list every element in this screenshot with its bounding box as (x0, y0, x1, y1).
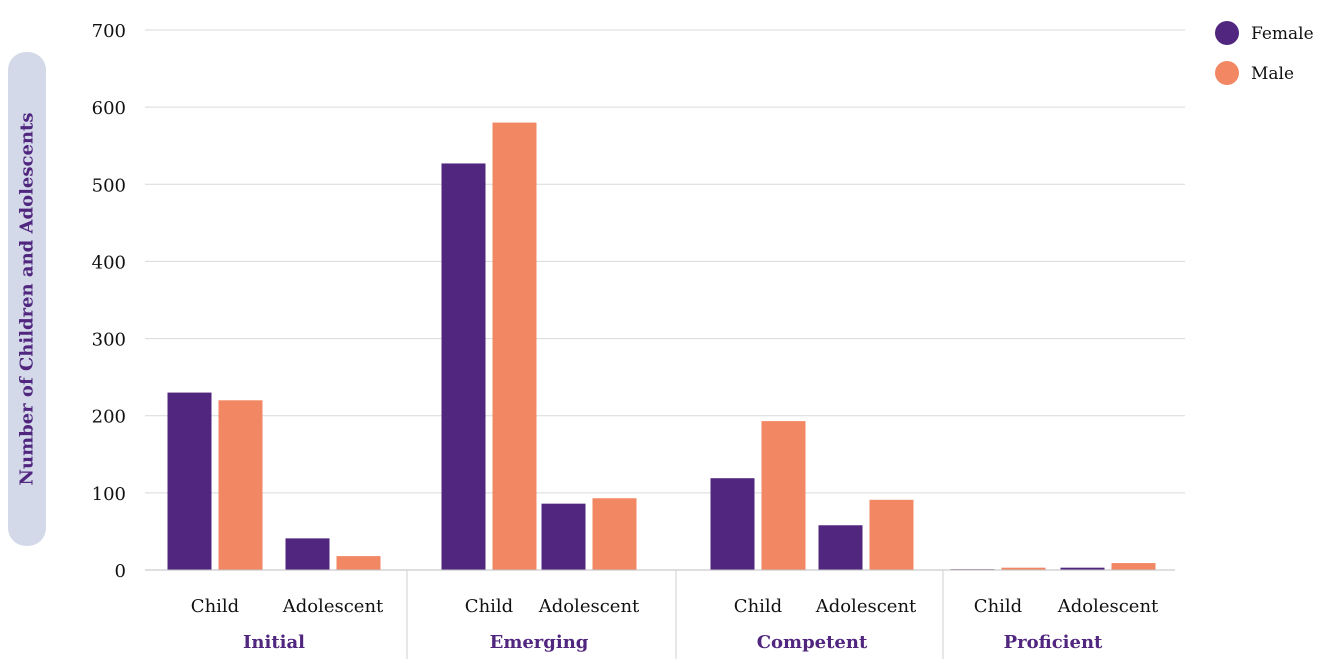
bar-male-competent-adolescent (869, 499, 914, 570)
x-subcategory-label: Adolescent (815, 596, 917, 617)
bar-male-emerging-adolescent (592, 498, 637, 570)
bar-female-emerging-adolescent (541, 503, 586, 570)
y-tick-label: 300 (92, 330, 126, 351)
y-tick-label: 400 (92, 252, 126, 273)
x-group-label: Competent (757, 632, 868, 653)
legend: Female Male (1215, 21, 1314, 85)
legend-label: Male (1251, 64, 1294, 84)
y-tick-label: 200 (92, 407, 126, 428)
x-subcategory-label: Adolescent (282, 596, 384, 617)
y-axis-ticks: 0 100 200 300 400 500 600 700 (92, 21, 126, 582)
x-subcategory-label: Child (191, 596, 239, 617)
y-tick-label: 600 (92, 98, 126, 119)
bar-male-proficient-adolescent (1111, 563, 1156, 570)
legend-swatch-female (1215, 21, 1239, 45)
x-subcategory-label: Child (974, 596, 1022, 617)
y-axis-title-group: Number of Children and Adolescents (8, 52, 46, 546)
y-tick-label: 0 (115, 561, 126, 582)
x-group-label: Emerging (490, 632, 589, 653)
bar-female-competent-adolescent (818, 525, 863, 570)
bar-female-competent-child (710, 478, 755, 570)
y-tick-label: 700 (92, 21, 126, 42)
bar-female-initial-adolescent (285, 538, 330, 570)
y-tick-label: 500 (92, 175, 126, 196)
y-tick-label: 100 (92, 484, 126, 505)
legend-label: Female (1251, 24, 1314, 44)
gridlines (145, 29, 1185, 494)
bar-female-proficient-adolescent (1060, 567, 1105, 570)
x-subcategory-label: Child (734, 596, 782, 617)
x-subcategory-label: Adolescent (1057, 596, 1159, 617)
bar-female-emerging-child (441, 163, 486, 570)
bar-male-initial-child (218, 400, 263, 570)
x-subcategory-label: Adolescent (538, 596, 640, 617)
y-axis-title: Number of Children and Adolescents (17, 113, 38, 486)
y-axis-title-background (8, 52, 46, 546)
x-subcategory-label: Child (465, 596, 513, 617)
x-group-label: Initial (243, 632, 305, 653)
bars (167, 122, 1156, 571)
x-group-label: Proficient (1004, 632, 1103, 653)
bar-male-initial-adolescent (336, 556, 381, 570)
legend-swatch-male (1215, 61, 1239, 85)
bar-female-initial-child (167, 392, 212, 570)
bar-male-emerging-child (492, 122, 537, 571)
bar-male-proficient-child (1001, 567, 1046, 570)
bar-male-competent-child (761, 421, 806, 570)
